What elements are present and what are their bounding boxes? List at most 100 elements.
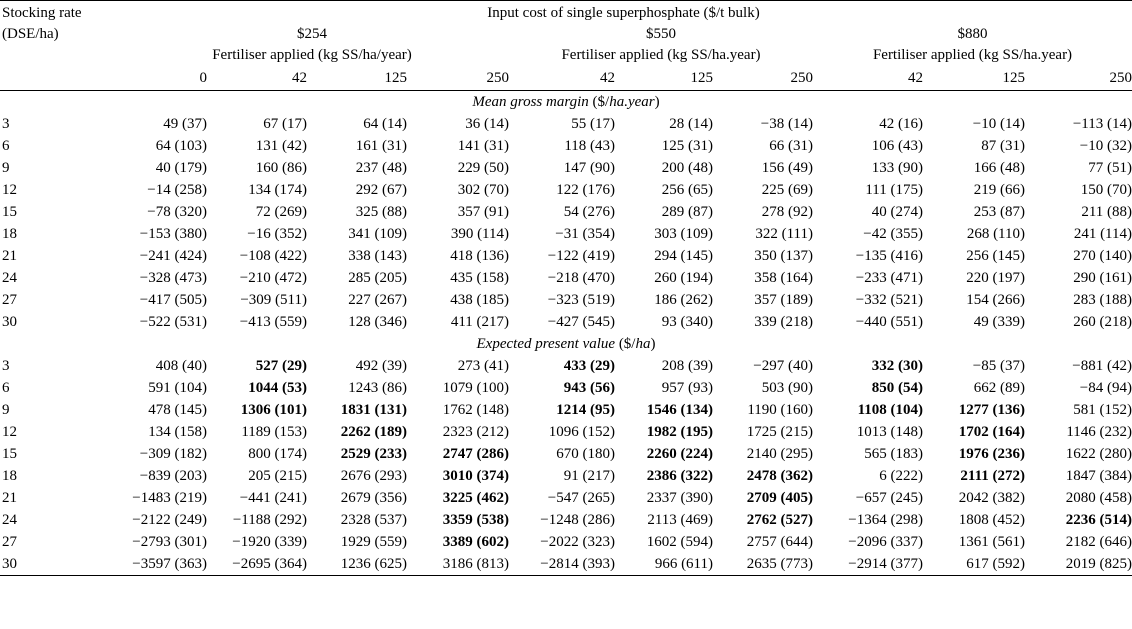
table-cell: −2096 (337) <box>848 533 923 550</box>
table-cell: 322 (111) <box>755 225 813 242</box>
table-row: 6 64 (103) 131 (42) 161 (31) 141 (31) 118 (43… <box>0 135 1132 157</box>
table-cell: 220 (197) <box>966 269 1025 286</box>
table-cell: 1546 (134) <box>646 401 713 418</box>
table-cell: 160 (86) <box>255 159 307 176</box>
table-cell: −153 (380) <box>139 225 207 242</box>
table-cell: 2478 (362) <box>746 467 813 484</box>
table-row: 18 −839 (203) 205 (215) 2676 (293) 3010 (374… <box>0 465 1132 487</box>
table-cell: 2635 (773) <box>746 555 813 572</box>
table-row: 27 −417 (505) −309 (511) 227 (267) 438 (185)… <box>0 289 1132 311</box>
table-cell: −2022 (323) <box>540 533 615 550</box>
table-cell: 411 (217) <box>450 313 509 330</box>
table-cell: −328 (473) <box>139 269 207 286</box>
stocking-rate-header: Stocking rate <box>2 5 82 21</box>
table-cell: 966 (611) <box>654 555 713 572</box>
stocking-rate-cell: 24 <box>2 511 17 528</box>
table-cell: 40 (274) <box>871 203 923 220</box>
table-cell: −2793 (301) <box>132 533 207 550</box>
stocking-rate-cell: 21 <box>2 247 17 264</box>
table-cell: 800 (174) <box>248 445 307 462</box>
table-cell: −2814 (393) <box>540 555 615 572</box>
table-cell: 1622 (280) <box>1065 445 1132 462</box>
table-cell: 268 (110) <box>966 225 1025 242</box>
table-cell: 2529 (233) <box>340 445 407 462</box>
stocking-rate-unit: (DSE/ha) <box>2 26 59 42</box>
price-550-header: $550 <box>646 26 676 42</box>
table-cell: −427 (545) <box>547 313 615 330</box>
fertiliser-550-header: Fertiliser applied (kg SS/ha.year) <box>561 47 761 63</box>
table-row: 21 −1483 (219) −441 (241) 2679 (356) 3225 (4… <box>0 487 1132 509</box>
stocking-rate-cell: 30 <box>2 313 17 330</box>
table-cell: 2323 (212) <box>442 423 509 440</box>
table-cell: 3359 (538) <box>442 511 509 528</box>
table-cell: 2328 (537) <box>340 511 407 528</box>
table-cell: 433 (29) <box>563 357 615 374</box>
table-cell: −332 (521) <box>855 291 923 308</box>
table-cell: 227 (267) <box>348 291 407 308</box>
table-cell: 565 (183) <box>864 445 923 462</box>
stocking-rate-cell: 15 <box>2 445 17 462</box>
table-cell: 2386 (322) <box>646 467 713 484</box>
table-cell: 131 (42) <box>255 137 307 154</box>
table-cell: −297 (40) <box>753 357 813 374</box>
stocking-rate-cell: 30 <box>2 555 17 572</box>
table-cell: 72 (269) <box>255 203 307 220</box>
table-cell: 40 (179) <box>155 159 207 176</box>
table-row: 15 −309 (182) 800 (174) 2529 (233) 2747 (286… <box>0 443 1132 465</box>
table-cell: 64 (14) <box>363 115 407 132</box>
column-header-4: 42 <box>509 64 615 91</box>
table-cell: −413 (559) <box>239 313 307 330</box>
table-cell: −85 (37) <box>972 357 1025 374</box>
table-cell: 36 (14) <box>465 115 509 132</box>
stocking-rate-cell: 15 <box>2 203 17 220</box>
table-cell: 3010 (374) <box>442 467 509 484</box>
column-header-6: 250 <box>713 64 813 91</box>
table-cell: 270 (140) <box>1073 247 1132 264</box>
table-row: 24 −328 (473) −210 (472) 285 (205) 435 (158)… <box>0 267 1132 289</box>
table-cell: −547 (265) <box>547 489 615 506</box>
table-cell: 1146 (232) <box>1066 423 1132 440</box>
table-cell: 125 (31) <box>661 137 713 154</box>
table-cell: −84 (94) <box>1079 379 1132 396</box>
table-cell: 134 (174) <box>248 181 307 198</box>
table-cell: 6 (222) <box>879 467 923 484</box>
table-cell: −2122 (249) <box>132 511 207 528</box>
table-cell: 332 (30) <box>871 357 923 374</box>
table-cell: 186 (262) <box>654 291 713 308</box>
column-header-1: 42 <box>207 64 307 91</box>
table-cell: −441 (241) <box>239 489 307 506</box>
section-title: Mean gross margin ($/ha.year) <box>472 93 660 110</box>
table-cell: 390 (114) <box>450 225 509 242</box>
table-cell: 1602 (594) <box>646 533 713 550</box>
table-cell: 118 (43) <box>564 137 615 154</box>
table-cell: 211 (88) <box>1081 203 1132 220</box>
stocking-rate-cell: 21 <box>2 489 17 506</box>
table-cell: 55 (17) <box>571 115 615 132</box>
table-cell: −31 (354) <box>555 225 615 242</box>
fertiliser-254-header: Fertiliser applied (kg SS/ha/year) <box>212 47 412 63</box>
table-cell: 943 (56) <box>563 379 615 396</box>
table-cell: −38 (14) <box>760 115 813 132</box>
table-cell: 141 (31) <box>457 137 509 154</box>
stocking-rate-cell: 9 <box>2 401 10 418</box>
table-cell: 1214 (95) <box>556 401 615 418</box>
stocking-rate-cell: 3 <box>2 357 10 374</box>
table-cell: 1306 (101) <box>240 401 307 418</box>
table-cell: 3186 (813) <box>442 555 509 572</box>
table-cell: 581 (152) <box>1073 401 1132 418</box>
table-cell: 256 (145) <box>966 247 1025 264</box>
table-cell: 278 (92) <box>761 203 813 220</box>
stocking-rate-cell: 9 <box>2 159 10 176</box>
table-cell: 1013 (148) <box>856 423 923 440</box>
table-cell: 241 (114) <box>1073 225 1132 242</box>
table-cell: 111 (175) <box>865 181 923 198</box>
table-cell: 219 (66) <box>973 181 1025 198</box>
table-cell: 2019 (825) <box>1065 555 1132 572</box>
table-cell: 1847 (384) <box>1065 467 1132 484</box>
table-cell: 591 (104) <box>148 379 207 396</box>
table-cell: 106 (43) <box>871 137 923 154</box>
table-row: 18 −153 (380) −16 (352) 341 (109) 390 (114) −… <box>0 223 1132 245</box>
table-cell: −309 (511) <box>240 291 307 308</box>
table-cell: 229 (50) <box>457 159 509 176</box>
